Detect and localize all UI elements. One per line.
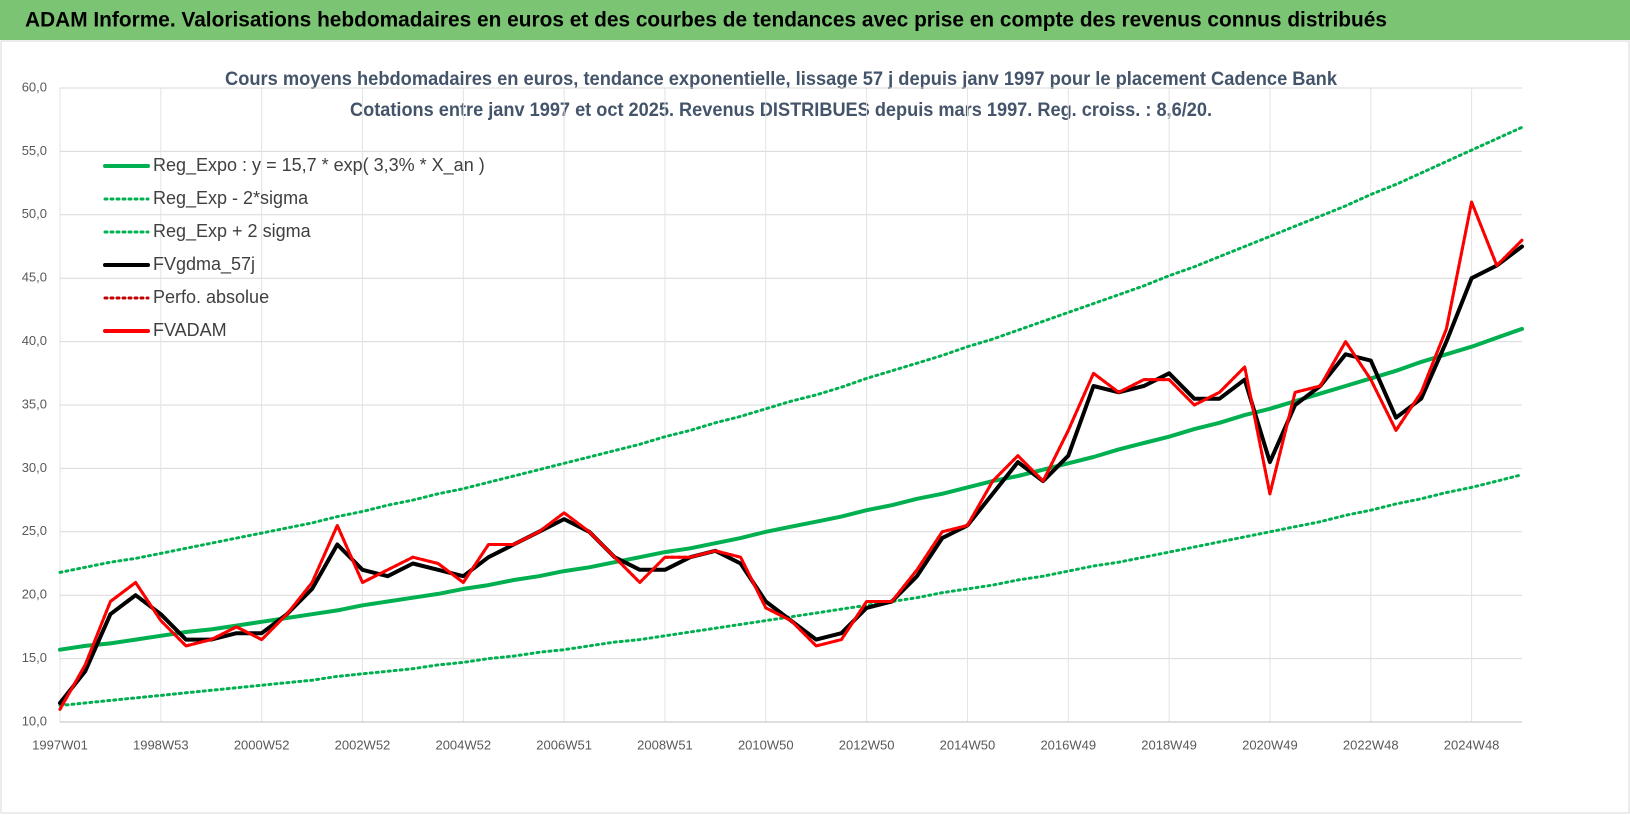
- x-tick-label: 2002W52: [335, 737, 391, 752]
- legend-label: Reg_Expo : y = 15,7 * exp( 3,3% * X_an ): [153, 155, 485, 176]
- x-tick-label: 2004W52: [435, 737, 491, 752]
- x-tick-label: 2006W51: [536, 737, 592, 752]
- banner: [0, 0, 1630, 40]
- y-tick-label: 30,0: [22, 460, 47, 475]
- page-title: ADAM Informe. Valorisations hebdomadaire…: [25, 9, 1387, 32]
- x-tick-label: 2022W48: [1343, 737, 1399, 752]
- y-tick-label: 25,0: [22, 523, 47, 538]
- y-tick-label: 50,0: [22, 206, 47, 221]
- x-tick-label: 2008W51: [637, 737, 693, 752]
- chart-title: Cours moyens hebdomadaires en euros, ten…: [225, 69, 1337, 90]
- legend-label: FVgdma_57j: [153, 254, 255, 275]
- x-tick-label: 1997W01: [32, 737, 88, 752]
- y-tick-label: 10,0: [22, 713, 47, 728]
- legend-label: FVADAM: [153, 320, 227, 340]
- x-tick-label: 2000W52: [234, 737, 290, 752]
- x-tick-label: 2016W49: [1040, 737, 1096, 752]
- series-line: [58, 473, 1524, 707]
- y-tick-label: 55,0: [22, 143, 47, 158]
- series-line: [58, 326, 1524, 652]
- legend-label: Perfo. absolue: [153, 287, 269, 307]
- x-tick-label: 2010W50: [738, 737, 794, 752]
- y-tick-label: 20,0: [22, 587, 47, 602]
- series-line: [58, 125, 1524, 574]
- x-tick-label: 2014W50: [940, 737, 996, 752]
- frame: [0, 40, 1630, 814]
- x-tick-label: 2020W49: [1242, 737, 1298, 752]
- chart-subtitle: Cotations entre janv 1997 et oct 2025. R…: [350, 100, 1212, 121]
- x-tick-label: 2012W50: [839, 737, 895, 752]
- x-tick-label: 2018W49: [1141, 737, 1197, 752]
- y-tick-label: 35,0: [22, 396, 47, 411]
- legend-label: Reg_Exp - 2*sigma: [153, 188, 309, 209]
- series-line: [58, 200, 1524, 711]
- legend-label: Reg_Exp + 2 sigma: [153, 221, 312, 242]
- y-tick-label: 45,0: [22, 270, 47, 285]
- y-tick-label: 60,0: [22, 79, 47, 94]
- y-tick-label: 40,0: [22, 333, 47, 348]
- y-tick-label: 15,0: [22, 650, 47, 665]
- x-tick-label: 1998W53: [133, 737, 189, 752]
- x-tick-label: 2024W48: [1444, 737, 1500, 752]
